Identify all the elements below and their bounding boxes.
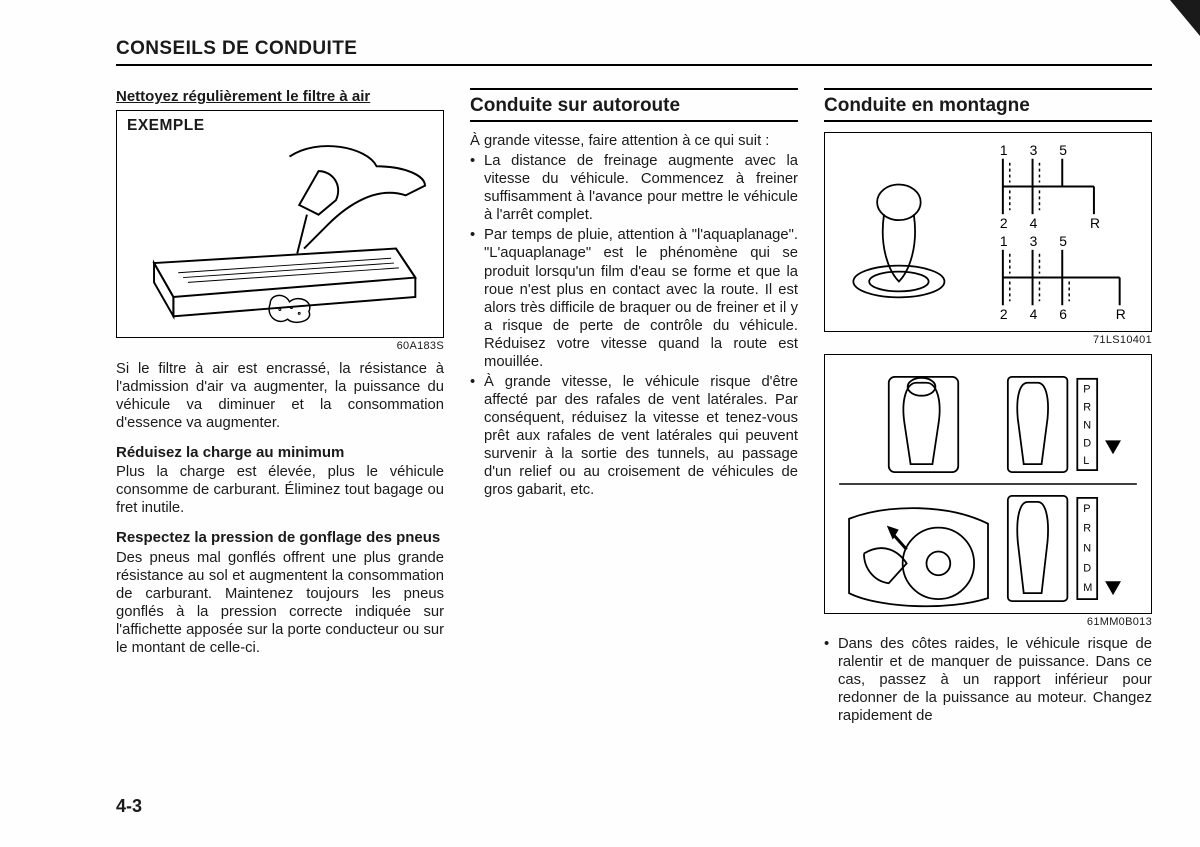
auto-shifter-illustration: P R N D L — [825, 355, 1151, 613]
auto-shifter-figure: P R N D L — [824, 354, 1152, 614]
highway-bullet-2: Par temps de pluie, attention à "l'aquap… — [470, 226, 798, 370]
highway-bullet-3: À grande vitesse, le véhicule risque d'ê… — [470, 373, 798, 499]
page-corner-shadow — [1170, 0, 1200, 36]
svg-text:M: M — [1083, 582, 1092, 594]
chapter-title: CONSEILS DE CONDUITE — [116, 38, 1152, 66]
svg-text:5: 5 — [1059, 142, 1067, 158]
column-1: Nettoyez régulièrement le filtre à air E… — [116, 88, 444, 727]
three-column-layout: Nettoyez régulièrement le filtre à air E… — [116, 88, 1152, 727]
manual-page: CONSEILS DE CONDUITE Nettoyez régulièrem… — [0, 0, 1200, 747]
svg-text:P: P — [1083, 502, 1090, 514]
svg-text:1: 1 — [1000, 142, 1008, 158]
highway-intro: À grande vitesse, faire attention à ce q… — [470, 132, 798, 150]
svg-text:3: 3 — [1030, 233, 1038, 249]
svg-text:N: N — [1083, 419, 1091, 431]
highway-bullet-list: La distance de freinage augmente avec la… — [470, 152, 798, 499]
highway-heading: Conduite sur autoroute — [470, 88, 798, 122]
column-3: Conduite en montagne 1 3 — [824, 88, 1152, 727]
svg-text:D: D — [1083, 562, 1091, 574]
gear-pattern-illustration: 1 3 5 2 4 R — [825, 133, 1151, 331]
svg-text:L: L — [1083, 455, 1089, 467]
svg-text:R: R — [1083, 522, 1091, 534]
svg-text:P: P — [1083, 383, 1090, 395]
svg-text:N: N — [1083, 542, 1091, 554]
svg-text:D: D — [1083, 437, 1091, 449]
figure-code-gear1: 71LS10401 — [824, 334, 1152, 347]
tire-pressure-subtitle: Respectez la pression de gonflage des pn… — [116, 529, 444, 547]
svg-text:6: 6 — [1059, 306, 1067, 322]
svg-text:R: R — [1090, 215, 1100, 231]
svg-text:4: 4 — [1030, 215, 1038, 231]
page-number: 4-3 — [116, 796, 142, 817]
figure-code-filter: 60A183S — [116, 340, 444, 353]
air-filter-figure: EXEMPLE — [116, 110, 444, 338]
tire-pressure-paragraph: Des pneus mal gonflés offrent une plus g… — [116, 549, 444, 657]
air-filter-paragraph: Si le filtre à air est encrassé, la rési… — [116, 360, 444, 432]
mountain-heading: Conduite en montagne — [824, 88, 1152, 122]
figure-code-gear2: 61MM0B013 — [824, 616, 1152, 629]
mountain-bullet-1: Dans des côtes raides, le véhicule risqu… — [824, 635, 1152, 725]
svg-text:2: 2 — [1000, 215, 1008, 231]
reduce-load-subtitle: Réduisez la charge au minimum — [116, 444, 444, 462]
air-filter-subtitle: Nettoyez régulièrement le filtre à air — [116, 88, 444, 106]
air-filter-illustration — [125, 117, 435, 332]
svg-text:3: 3 — [1030, 142, 1038, 158]
svg-text:4: 4 — [1030, 306, 1038, 322]
svg-text:R: R — [1083, 401, 1091, 413]
svg-text:5: 5 — [1059, 233, 1067, 249]
reduce-load-paragraph: Plus la charge est élevée, plus le véhic… — [116, 463, 444, 517]
figure-example-label: EXEMPLE — [127, 117, 205, 136]
highway-bullet-1: La distance de freinage augmente avec la… — [470, 152, 798, 224]
svg-text:2: 2 — [1000, 306, 1008, 322]
svg-text:1: 1 — [1000, 233, 1008, 249]
gear-pattern-figure: 1 3 5 2 4 R — [824, 132, 1152, 332]
mountain-bullet-list: Dans des côtes raides, le véhicule risqu… — [824, 635, 1152, 725]
svg-text:R: R — [1116, 306, 1126, 322]
column-2: Conduite sur autoroute À grande vitesse,… — [470, 88, 798, 727]
